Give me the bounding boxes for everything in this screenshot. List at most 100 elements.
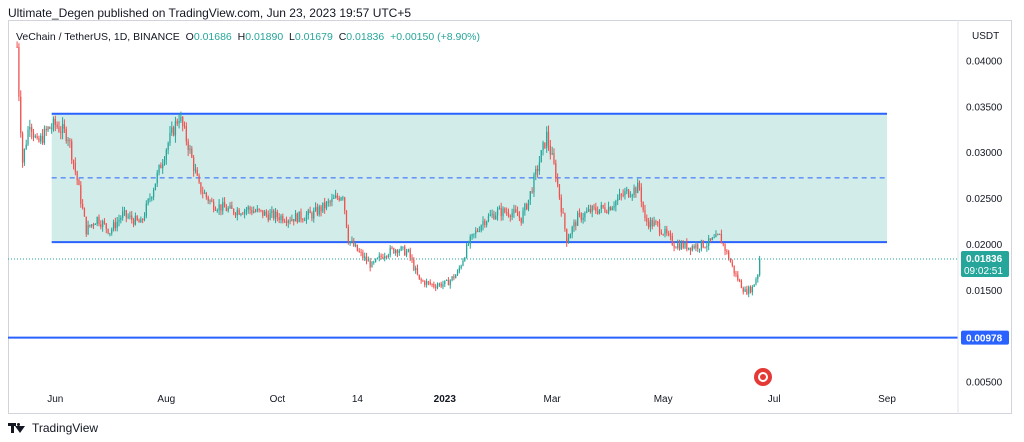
candle-body: [245, 209, 248, 211]
open-label: O: [185, 31, 194, 43]
candle-body: [445, 279, 448, 281]
candle-body: [80, 185, 82, 204]
candle-body: [522, 210, 524, 223]
candle-body: [649, 219, 652, 228]
candle-body: [262, 210, 264, 216]
candle-body: [347, 227, 349, 244]
candle-body: [47, 127, 49, 131]
candle-body: [757, 275, 759, 280]
candle-body: [708, 238, 710, 246]
candle-body: [493, 213, 495, 220]
candle-body: [240, 213, 242, 215]
low-value: 0.01679: [294, 31, 333, 43]
candle-body: [200, 182, 202, 193]
candle-body: [444, 280, 446, 285]
candle-body: [151, 197, 153, 199]
candle-body: [123, 210, 126, 212]
candle-body: [191, 148, 193, 158]
candle-body: [142, 219, 144, 221]
candle-body: [482, 220, 484, 226]
candle-body: [755, 279, 757, 285]
candle-body: [407, 249, 410, 252]
candle-body: [214, 209, 217, 211]
candle-body: [657, 221, 659, 224]
candle-body: [738, 280, 741, 282]
candle-body: [717, 234, 719, 236]
x-tick-label: Jul: [768, 394, 781, 405]
candle-body: [314, 207, 317, 211]
candle-body: [162, 163, 164, 169]
candle-body: [16, 46, 18, 48]
candle-body: [653, 221, 655, 227]
candle-body: [94, 223, 96, 225]
candle-body: [566, 228, 568, 244]
candle-body: [506, 212, 508, 214]
candle-body: [154, 183, 157, 191]
candle-body: [267, 214, 269, 220]
candles-layer: [16, 41, 761, 298]
candle-body: [718, 233, 721, 235]
candle-body: [686, 242, 688, 250]
candle-body: [331, 198, 333, 202]
axis-unit-label: USDT: [972, 31, 1000, 42]
low-label: L: [289, 31, 295, 43]
candle-body: [127, 216, 129, 218]
candle-body: [91, 224, 93, 227]
candle-body: [83, 208, 86, 217]
y-tick-label: 0.04000: [966, 57, 1003, 68]
candle-body: [591, 206, 593, 213]
candle-body: [32, 132, 35, 138]
candle-body: [476, 230, 479, 232]
candle-body: [187, 141, 189, 151]
candle-body: [49, 127, 51, 129]
candle-body: [489, 214, 491, 216]
candle-body: [620, 194, 622, 196]
candle-body: [638, 182, 641, 188]
candle-body: [595, 207, 597, 212]
candle-body: [573, 222, 575, 228]
candle-body: [486, 221, 488, 225]
candle-body: [203, 192, 206, 194]
candle-body: [555, 163, 557, 179]
candle-body: [531, 191, 533, 193]
candle-body: [396, 250, 399, 253]
candle-body: [675, 247, 677, 249]
y-tick-label: 0.00500: [966, 378, 1003, 389]
candle-body: [61, 124, 64, 133]
candle-body: [475, 230, 477, 234]
candle-body: [549, 145, 551, 155]
candle-body: [562, 212, 564, 214]
candle-body: [176, 121, 178, 124]
candle-body: [455, 275, 457, 279]
axes-layer: 0.04000 0.03500 0.03000 0.02500 0.02000 0.015…: [47, 20, 1003, 414]
candle-body: [78, 180, 80, 186]
candle-body: [385, 256, 388, 258]
x-tick-label: May: [654, 394, 673, 405]
candle-body: [529, 191, 531, 200]
candle-body: [249, 207, 251, 211]
candle-body: [149, 198, 151, 200]
candle-body: [63, 124, 66, 129]
close-value: 0.01836: [346, 31, 385, 43]
x-tick-label: Mar: [544, 394, 562, 405]
candle-body: [491, 213, 493, 215]
candle-body: [748, 286, 750, 294]
candle-body: [72, 160, 75, 163]
candle-body: [673, 244, 675, 248]
candle-body: [293, 219, 295, 222]
candle-body: [751, 286, 753, 293]
candle-body: [192, 157, 195, 171]
candle-body: [500, 207, 502, 217]
candle-body: [420, 278, 422, 281]
candle-body: [744, 289, 746, 292]
candle-body: [462, 260, 464, 266]
candle-body: [664, 229, 666, 235]
y-tick-label: 0.03000: [966, 148, 1003, 159]
candle-body: [353, 240, 355, 247]
candle-body: [98, 216, 100, 225]
candle-body: [593, 206, 595, 208]
candle-body: [242, 213, 244, 215]
us-flag-event-icon[interactable]: [754, 368, 772, 386]
candle-body: [467, 244, 470, 246]
